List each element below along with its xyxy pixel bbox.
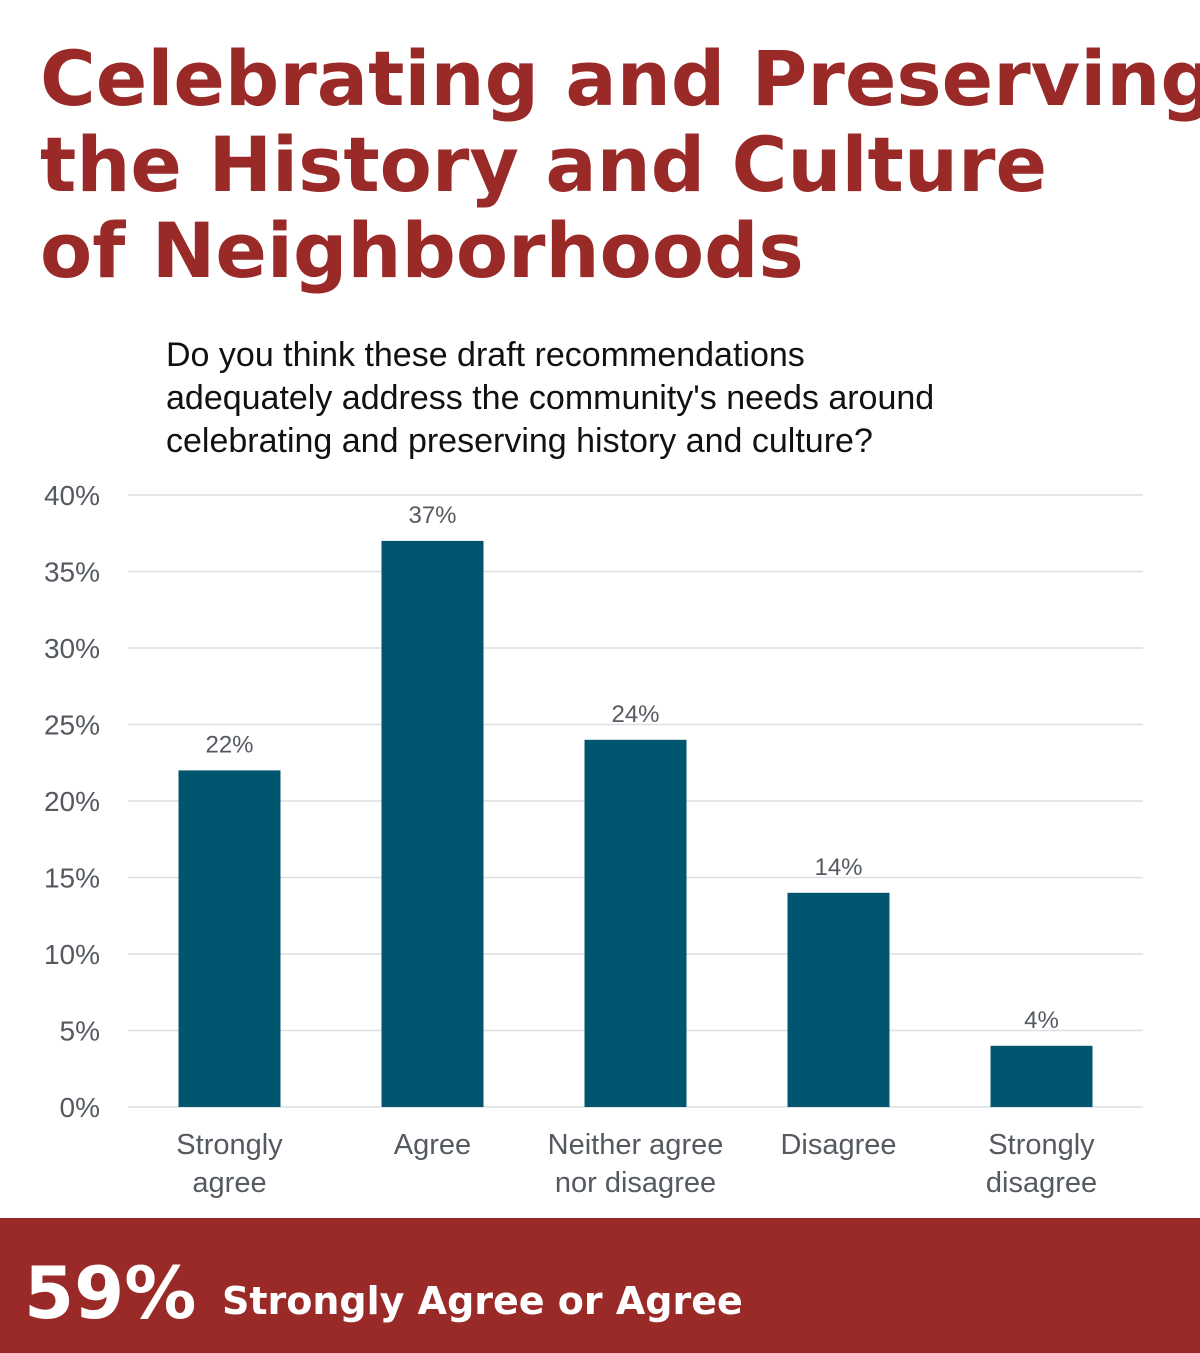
title-line-3: of Neighborhoods: [40, 206, 804, 295]
title-line-1: Celebrating and Preserving: [40, 34, 1200, 123]
x-tick-label: Disagree: [780, 1129, 896, 1161]
data-label: 37%: [408, 502, 456, 529]
y-axis-ticks: 0% 5% 10% 15% 20% 25% 30% 35% 40%: [44, 480, 100, 1123]
bar: [990, 1045, 1093, 1107]
x-tick-label: Strongly agree: [176, 1129, 283, 1199]
data-label: 4%: [1024, 1007, 1059, 1034]
question-line-3: celebrating and preserving history and c…: [166, 422, 873, 460]
bar: [584, 739, 687, 1107]
y-tick-label: 30%: [44, 633, 100, 664]
y-tick-label: 35%: [44, 557, 100, 588]
question-line-2: adequately address the community's needs…: [166, 379, 935, 417]
bar-chart: 0% 5% 10% 15% 20% 25% 30% 35% 40% 22% 37% 24% 14% 4%…: [44, 480, 1143, 1199]
y-tick-label: 40%: [44, 480, 100, 511]
data-label: 22%: [205, 731, 253, 758]
title-line-2: the History and Culture: [40, 120, 1047, 209]
data-labels: 22% 37% 24% 14% 4%: [205, 502, 1058, 1034]
x-axis-ticks: Strongly agree Agree Neither agree nor disag…: [176, 1129, 1097, 1199]
y-tick-label: 20%: [44, 786, 100, 817]
data-label: 14%: [814, 854, 862, 881]
y-tick-label: 0%: [60, 1092, 100, 1123]
survey-question: Do you think these draft recommendations…: [166, 334, 1146, 463]
bar: [381, 540, 484, 1107]
bars: [178, 540, 1093, 1107]
data-label: 24%: [611, 701, 659, 728]
summary-banner: 59% Strongly Agree or Agree: [0, 1218, 1200, 1353]
y-tick-label: 10%: [44, 939, 100, 970]
page-title: Celebrating and Preserving the History a…: [40, 34, 1200, 295]
bar: [178, 770, 281, 1107]
question-line-1: Do you think these draft recommendations: [166, 336, 805, 374]
bar: [787, 892, 890, 1107]
y-tick-label: 15%: [44, 863, 100, 894]
x-tick-label: Agree: [394, 1129, 471, 1161]
y-tick-label: 5%: [60, 1016, 100, 1047]
y-tick-label: 25%: [44, 710, 100, 741]
x-tick-label: Neither agree nor disagree: [548, 1129, 724, 1199]
summary-percent: 59%: [24, 1251, 197, 1335]
summary-text: Strongly Agree or Agree: [222, 1279, 743, 1323]
x-tick-label: Strongly disagree: [986, 1129, 1097, 1199]
